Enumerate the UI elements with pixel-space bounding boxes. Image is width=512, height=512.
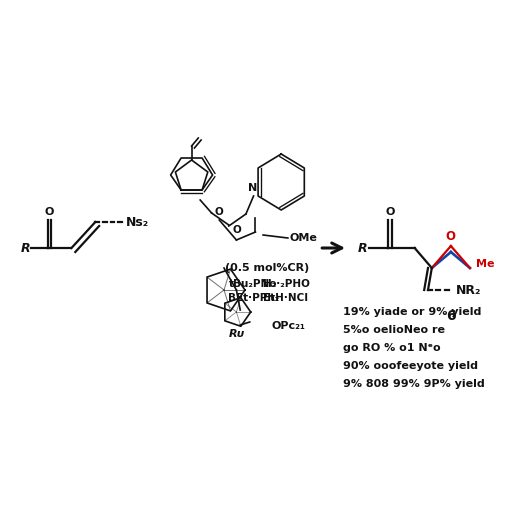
Text: N: N — [248, 183, 257, 193]
Text: 9% 808 99% 9P% yield: 9% 808 99% 9P% yield — [343, 379, 485, 389]
Text: O: O — [232, 225, 241, 235]
Text: O: O — [215, 207, 224, 217]
Text: Ns₂: Ns₂ — [126, 216, 149, 228]
Text: H₂·₂PHO: H₂·₂PHO — [263, 279, 309, 289]
Text: Me: Me — [476, 259, 494, 269]
Text: 19% yiade or 9% yield: 19% yiade or 9% yield — [343, 307, 481, 317]
Text: (0.5 mol%CR): (0.5 mol%CR) — [225, 263, 309, 273]
Text: OPᴄ₂₁: OPᴄ₂₁ — [272, 321, 306, 331]
Text: BEt·PPh₂: BEt·PPh₂ — [228, 293, 279, 303]
Text: O: O — [385, 207, 395, 217]
Text: 6: 6 — [446, 309, 456, 323]
Text: tBu₂PNo: tBu₂PNo — [229, 279, 278, 289]
Text: O: O — [45, 207, 54, 217]
Text: R: R — [357, 242, 367, 254]
Text: EtH·NCI: EtH·NCI — [263, 293, 309, 303]
Text: O: O — [446, 229, 456, 243]
Text: go RO % o1 Nᵉo: go RO % o1 Nᵉo — [343, 343, 441, 353]
Text: 5%o oeIioNeo re: 5%o oeIioNeo re — [343, 325, 445, 335]
Text: OMe: OMe — [290, 233, 317, 243]
Text: Rᴜ: Rᴜ — [228, 329, 244, 339]
Text: NR₂: NR₂ — [456, 284, 481, 296]
Text: 90% ooofeeyote yield: 90% ooofeeyote yield — [343, 361, 478, 371]
Text: R: R — [21, 242, 31, 254]
